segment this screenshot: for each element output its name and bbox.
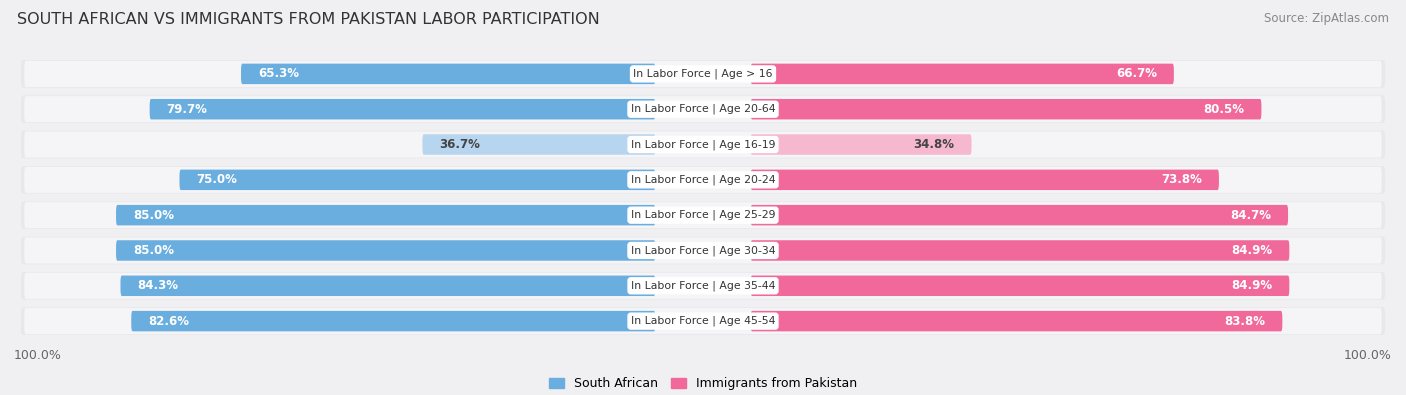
Text: In Labor Force | Age 45-54: In Labor Force | Age 45-54 [631,316,775,326]
FancyBboxPatch shape [24,61,1382,87]
FancyBboxPatch shape [21,272,1385,299]
FancyBboxPatch shape [24,308,1382,334]
Text: 100.0%: 100.0% [14,349,62,362]
FancyBboxPatch shape [21,166,1385,194]
FancyBboxPatch shape [751,64,1174,84]
Text: 85.0%: 85.0% [134,209,174,222]
Text: In Labor Force | Age 35-44: In Labor Force | Age 35-44 [631,280,775,291]
FancyBboxPatch shape [21,307,1385,335]
Text: 100.0%: 100.0% [1344,349,1392,362]
FancyBboxPatch shape [751,205,1288,226]
FancyBboxPatch shape [24,273,1382,299]
FancyBboxPatch shape [24,167,1382,193]
Text: In Labor Force | Age > 16: In Labor Force | Age > 16 [633,69,773,79]
FancyBboxPatch shape [117,205,655,226]
FancyBboxPatch shape [21,96,1385,123]
FancyBboxPatch shape [751,276,1289,296]
Text: In Labor Force | Age 16-19: In Labor Force | Age 16-19 [631,139,775,150]
FancyBboxPatch shape [21,201,1385,229]
FancyBboxPatch shape [422,134,655,155]
FancyBboxPatch shape [24,202,1382,228]
Text: 79.7%: 79.7% [167,103,208,116]
Text: 73.8%: 73.8% [1161,173,1202,186]
FancyBboxPatch shape [751,99,1261,119]
Text: 80.5%: 80.5% [1204,103,1244,116]
Text: In Labor Force | Age 20-64: In Labor Force | Age 20-64 [631,104,775,115]
FancyBboxPatch shape [240,64,655,84]
FancyBboxPatch shape [180,169,655,190]
FancyBboxPatch shape [751,169,1219,190]
FancyBboxPatch shape [24,132,1382,158]
Text: 84.3%: 84.3% [138,279,179,292]
Text: Source: ZipAtlas.com: Source: ZipAtlas.com [1264,12,1389,25]
Text: 82.6%: 82.6% [148,314,190,327]
Text: SOUTH AFRICAN VS IMMIGRANTS FROM PAKISTAN LABOR PARTICIPATION: SOUTH AFRICAN VS IMMIGRANTS FROM PAKISTA… [17,12,599,27]
FancyBboxPatch shape [24,237,1382,263]
FancyBboxPatch shape [751,240,1289,261]
Text: 85.0%: 85.0% [134,244,174,257]
Text: 66.7%: 66.7% [1116,68,1157,81]
FancyBboxPatch shape [149,99,655,119]
Text: 75.0%: 75.0% [197,173,238,186]
Text: 83.8%: 83.8% [1225,314,1265,327]
FancyBboxPatch shape [751,311,1282,331]
FancyBboxPatch shape [121,276,655,296]
FancyBboxPatch shape [117,240,655,261]
FancyBboxPatch shape [21,237,1385,264]
Text: 36.7%: 36.7% [440,138,481,151]
Text: 34.8%: 34.8% [914,138,955,151]
FancyBboxPatch shape [21,131,1385,158]
FancyBboxPatch shape [21,60,1385,88]
FancyBboxPatch shape [24,96,1382,122]
Text: 84.9%: 84.9% [1232,244,1272,257]
FancyBboxPatch shape [751,134,972,155]
Text: 84.7%: 84.7% [1230,209,1271,222]
Text: In Labor Force | Age 25-29: In Labor Force | Age 25-29 [631,210,775,220]
Text: 84.9%: 84.9% [1232,279,1272,292]
Text: In Labor Force | Age 20-24: In Labor Force | Age 20-24 [631,175,775,185]
FancyBboxPatch shape [131,311,655,331]
Text: In Labor Force | Age 30-34: In Labor Force | Age 30-34 [631,245,775,256]
Legend: South African, Immigrants from Pakistan: South African, Immigrants from Pakistan [544,372,862,395]
Text: 65.3%: 65.3% [259,68,299,81]
